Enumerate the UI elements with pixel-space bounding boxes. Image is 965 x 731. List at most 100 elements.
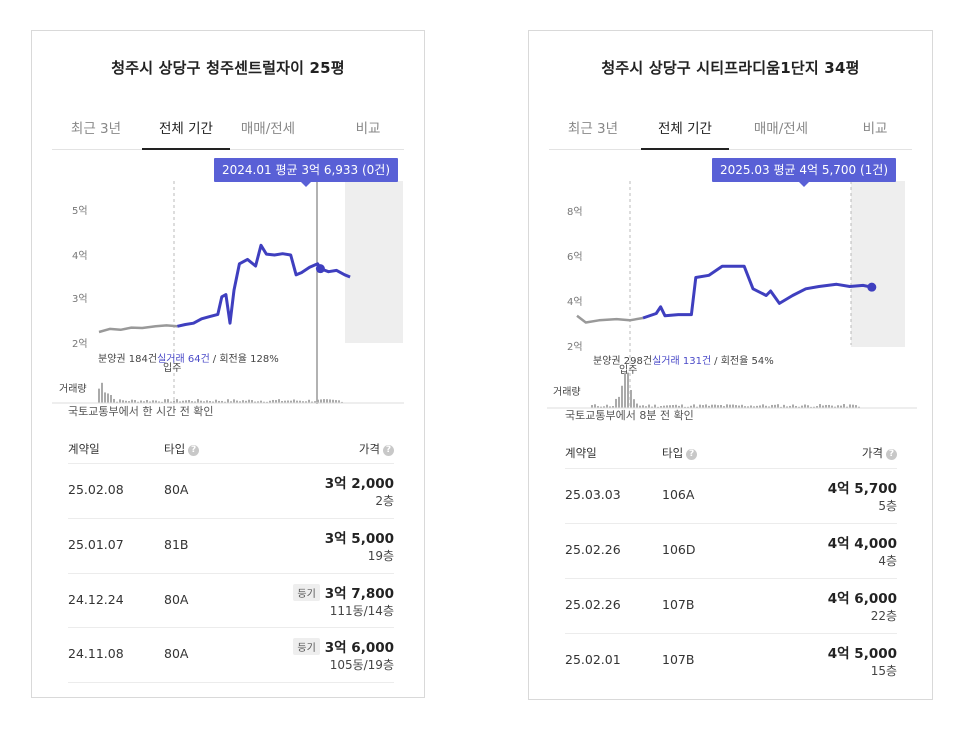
volume-bar <box>807 405 809 408</box>
move-in-label: 입주 <box>619 363 637 376</box>
volume-bar <box>729 404 731 408</box>
volume-bar <box>627 372 629 408</box>
y-tick-label: 3억 <box>72 293 88 305</box>
volume-bar <box>750 405 752 408</box>
volume-bar <box>140 400 142 403</box>
volume-bar <box>822 405 824 408</box>
card-title: 청주시 상당구 시티프라디움1단지 34평 <box>601 59 860 77</box>
period-tabs: 최근 3년 전체 기간 매매/전세 비교 <box>52 111 404 150</box>
volume-bar <box>212 401 214 403</box>
volume-bar <box>110 395 112 403</box>
price: 등기 3억 6,000 <box>293 636 394 656</box>
volume-bar <box>323 399 325 403</box>
volume-bar <box>747 406 749 408</box>
volume-bar <box>125 400 127 403</box>
tab-recent-3y[interactable]: 최근 3년 <box>567 121 619 137</box>
table-row[interactable]: 24.11.08 80A 등기 3억 6,000 105동/19층 <box>68 627 394 683</box>
tab-compare[interactable]: 비교 <box>355 121 381 137</box>
volume-bar <box>726 404 728 408</box>
price-chart[interactable]: 5억 4억 3억 2억 분양권 184건실거래 64건 / 회전율 128% 입주… <box>32 149 424 409</box>
volume-bar <box>738 405 740 408</box>
volume-bar <box>266 401 268 403</box>
volume-bar <box>176 399 178 403</box>
volume-bar <box>837 405 839 408</box>
tab-recent-3y[interactable]: 최근 3년 <box>70 121 122 137</box>
volume-bar <box>795 405 797 408</box>
unit-type: 80A <box>164 482 189 497</box>
registered-badge: 등기 <box>293 584 320 601</box>
table-row[interactable]: 25.02.01 107B 4억 5,000 15층 <box>565 633 897 688</box>
price: 3억 5,000 <box>324 531 394 547</box>
stats-presale: 분양권 184건실거래 64건 / 회전율 128% <box>98 353 279 365</box>
volume-bar <box>831 405 833 408</box>
tab-all-period[interactable]: 전체 기간 <box>641 117 729 150</box>
volume-bar <box>326 399 328 403</box>
volume-bar <box>152 400 154 403</box>
volume-bar <box>305 401 307 403</box>
contract-date: 24.12.24 <box>68 592 124 607</box>
help-icon[interactable]: ? <box>686 449 698 460</box>
volume-bar <box>630 389 632 408</box>
tab-all-period[interactable]: 전체 기간 <box>142 117 230 150</box>
volume-bar <box>155 400 157 403</box>
volume-bar <box>116 401 118 403</box>
help-icon[interactable]: ? <box>188 445 200 456</box>
tab-sale-lease[interactable]: 매매/전세 <box>753 121 809 137</box>
volume-bar <box>254 401 256 403</box>
volume-bar <box>597 406 599 408</box>
volume-bar <box>329 399 331 403</box>
volume-bar <box>849 404 851 408</box>
volume-bar <box>338 400 340 403</box>
unit-type: 80A <box>164 592 189 607</box>
table-row[interactable]: 25.02.08 80A 3억 2,000 2층 <box>68 463 394 518</box>
price-tooltip: 2024.01 평균 3억 6,933 (0건) <box>214 158 399 187</box>
volume-bar <box>332 399 334 403</box>
volume-bar <box>690 405 692 408</box>
volume-bar <box>600 406 602 408</box>
help-icon[interactable]: ? <box>383 445 394 456</box>
y-tick-label: 8억 <box>567 206 583 218</box>
table-row[interactable]: 25.01.07 81B 3억 5,000 19층 <box>68 518 394 573</box>
volume-bar <box>245 400 247 403</box>
volume-bar <box>645 406 647 408</box>
volume-bar <box>317 399 319 403</box>
volume-bar <box>801 405 803 408</box>
volume-bar <box>161 401 163 403</box>
volume-bar <box>720 404 722 408</box>
volume-bar <box>146 399 148 403</box>
y-tick-label: 6억 <box>567 251 583 263</box>
volume-bar <box>768 406 770 408</box>
tab-compare[interactable]: 비교 <box>862 121 888 137</box>
table-row[interactable]: 25.03.03 106A 4억 5,700 5층 <box>565 468 897 523</box>
volume-bar <box>275 400 277 403</box>
volume-bar <box>143 401 145 403</box>
tab-sale-lease[interactable]: 매매/전세 <box>240 121 296 137</box>
volume-bar <box>107 393 109 403</box>
table-row[interactable]: 25.02.26 107B 4억 6,000 22층 <box>565 578 897 633</box>
volume-bar <box>227 399 229 403</box>
price-chart[interactable]: 8억 6억 4억 2억 분양권 298건실거래 131건 / 회전율 54% 입주… <box>529 149 932 414</box>
volume-bar <box>101 382 103 403</box>
volume-bar <box>843 404 845 408</box>
volume-bar <box>621 385 623 408</box>
table-row[interactable]: 25.02.26 106D 4억 4,000 4층 <box>565 523 897 578</box>
volume-bar <box>179 401 181 403</box>
unit-type: 81B <box>164 537 189 552</box>
price-tooltip: 2025.03 평균 4억 5,700 (1건) <box>712 158 897 187</box>
volume-bar <box>789 405 791 408</box>
volume-bar <box>194 401 196 403</box>
volume-bar <box>618 396 620 408</box>
col-header-type: 타입? <box>662 445 698 461</box>
volume-bar <box>741 404 743 408</box>
table-row[interactable]: 24.12.24 80A 등기 3억 7,800 111동/14층 <box>68 573 394 628</box>
volume-bar <box>708 405 710 408</box>
volume-bar <box>771 404 773 408</box>
volume-bar <box>302 401 304 403</box>
volume-bar <box>137 401 139 403</box>
floor: 105동/19층 <box>329 658 394 672</box>
contract-date: 25.01.07 <box>68 537 124 552</box>
volume-bar <box>320 399 322 403</box>
unit-type: 80A <box>164 646 189 661</box>
help-icon[interactable]: ? <box>886 449 897 460</box>
presale-price-line <box>98 324 178 334</box>
